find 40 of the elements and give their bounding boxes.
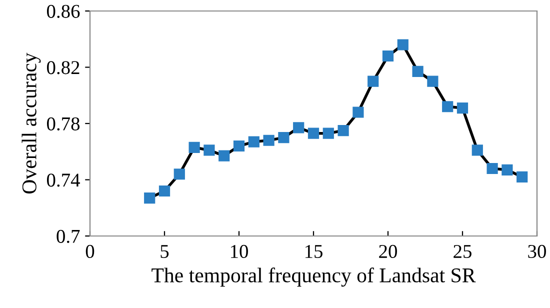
point bbox=[368, 76, 379, 87]
point bbox=[308, 128, 320, 139]
point bbox=[352, 106, 364, 118]
point bbox=[516, 171, 528, 182]
point bbox=[322, 128, 334, 139]
point bbox=[502, 164, 513, 176]
point bbox=[174, 168, 185, 180]
y-tick-label: 0.86 bbox=[46, 4, 80, 18]
point bbox=[486, 162, 498, 174]
y-tick-label: 0.7 bbox=[56, 230, 80, 244]
x-tick-label: 25 bbox=[454, 244, 472, 258]
point bbox=[397, 39, 408, 50]
point bbox=[218, 150, 230, 162]
y-tick-label: 0.74 bbox=[46, 174, 80, 187]
point bbox=[248, 136, 260, 148]
y-axis-title: Overall accuracy bbox=[22, 52, 41, 194]
point bbox=[263, 134, 274, 146]
point bbox=[472, 144, 483, 156]
point bbox=[412, 66, 424, 78]
point bbox=[158, 185, 170, 197]
y-tick-label: 0.78 bbox=[46, 117, 80, 131]
point bbox=[427, 76, 438, 87]
x-tick-label: 20 bbox=[379, 244, 397, 258]
point bbox=[278, 132, 290, 144]
point bbox=[233, 140, 245, 152]
x-tick-label: 30 bbox=[528, 244, 546, 258]
point bbox=[188, 142, 200, 153]
x-axis-title: The temporal frequency of Landsat SR bbox=[152, 268, 476, 287]
y-tick-label: 0.82 bbox=[46, 61, 80, 74]
x-tick-label: 15 bbox=[305, 244, 322, 258]
point bbox=[442, 101, 454, 112]
point bbox=[456, 102, 468, 114]
point bbox=[144, 192, 156, 204]
x-tick-label: 5 bbox=[160, 245, 169, 258]
point bbox=[204, 144, 215, 156]
point bbox=[293, 122, 304, 134]
point bbox=[338, 124, 349, 136]
point bbox=[382, 50, 394, 62]
x-tick-label: 0 bbox=[86, 244, 94, 258]
x-tick-label: 10 bbox=[230, 244, 248, 258]
